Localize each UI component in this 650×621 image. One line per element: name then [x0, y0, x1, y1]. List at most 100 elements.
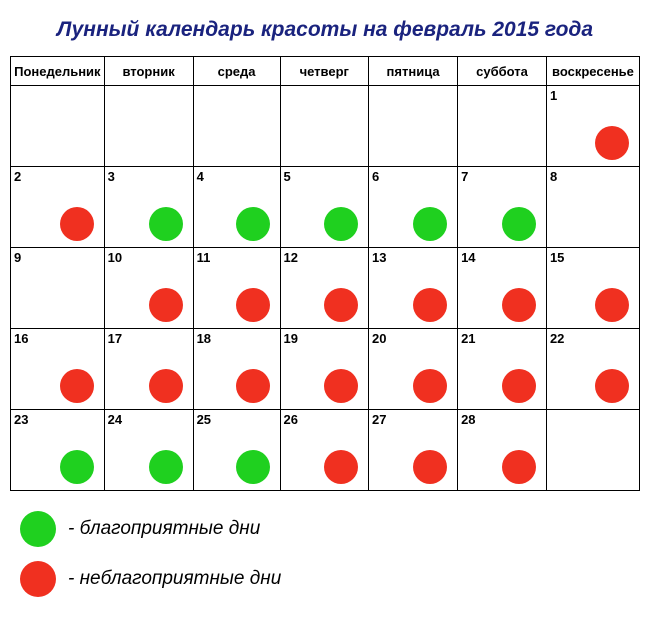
day-number: 27 [372, 412, 386, 427]
calendar-cell: 18 [193, 329, 280, 410]
day-header: суббота [458, 57, 547, 86]
calendar-cell: 16 [11, 329, 105, 410]
day-header: воскресенье [546, 57, 639, 86]
calendar-cell [369, 86, 458, 167]
calendar-table: Понедельниквторниксредачетвергпятницасуб… [10, 56, 640, 491]
day-number: 12 [284, 250, 298, 265]
calendar-cell: 13 [369, 248, 458, 329]
good-day-dot-icon [236, 450, 270, 484]
legend-label: - неблагоприятные дни [68, 568, 281, 590]
bad-day-dot-icon [413, 369, 447, 403]
day-number: 14 [461, 250, 475, 265]
calendar-cell: 8 [546, 167, 639, 248]
day-number: 24 [108, 412, 122, 427]
calendar-row: 1 [11, 86, 640, 167]
day-number: 15 [550, 250, 564, 265]
day-header: среда [193, 57, 280, 86]
calendar-cell: 23 [11, 410, 105, 491]
day-number: 2 [14, 169, 21, 184]
calendar-cell: 22 [546, 329, 639, 410]
bad-day-dot-icon [149, 369, 183, 403]
calendar-cell: 10 [104, 248, 193, 329]
calendar-cell: 5 [280, 167, 369, 248]
bad-day-dot-icon [60, 369, 94, 403]
calendar-header-row: Понедельниквторниксредачетвергпятницасуб… [11, 57, 640, 86]
calendar-body: 1234567891011121314151617181920212223242… [11, 86, 640, 491]
bad-day-dot-icon [595, 126, 629, 160]
calendar-cell: 14 [458, 248, 547, 329]
bad-day-dot-icon [324, 288, 358, 322]
calendar-cell: 15 [546, 248, 639, 329]
day-number: 3 [108, 169, 115, 184]
day-number: 13 [372, 250, 386, 265]
day-number: 22 [550, 331, 564, 346]
calendar-row: 16 17 18 19 20 21 22 [11, 329, 640, 410]
calendar-cell: 12 [280, 248, 369, 329]
day-number: 20 [372, 331, 386, 346]
day-number: 5 [284, 169, 291, 184]
legend-label: - благоприятные дни [68, 518, 260, 540]
bad-day-dot-icon [595, 369, 629, 403]
calendar-cell: 6 [369, 167, 458, 248]
bad-day-dot-icon [324, 369, 358, 403]
calendar-cell: 21 [458, 329, 547, 410]
day-number: 28 [461, 412, 475, 427]
calendar-cell [104, 86, 193, 167]
calendar-cell: 4 [193, 167, 280, 248]
calendar-cell [458, 86, 547, 167]
bad-day-dot-icon [413, 288, 447, 322]
calendar-cell: 11 [193, 248, 280, 329]
good-day-dot-icon [236, 207, 270, 241]
calendar-cell [193, 86, 280, 167]
legend-row: - неблагоприятные дни [20, 561, 640, 597]
day-number: 7 [461, 169, 468, 184]
calendar-cell: 27 [369, 410, 458, 491]
day-header: Понедельник [11, 57, 105, 86]
legend-bad-dot-icon [20, 561, 56, 597]
bad-day-dot-icon [413, 450, 447, 484]
calendar-cell [11, 86, 105, 167]
calendar-cell: 1 [546, 86, 639, 167]
day-number: 25 [197, 412, 211, 427]
day-number: 6 [372, 169, 379, 184]
calendar-cell: 25 [193, 410, 280, 491]
bad-day-dot-icon [60, 207, 94, 241]
day-number: 11 [197, 250, 211, 265]
calendar-cell: 2 [11, 167, 105, 248]
bad-day-dot-icon [595, 288, 629, 322]
calendar-cell: 17 [104, 329, 193, 410]
day-number: 23 [14, 412, 28, 427]
day-number: 16 [14, 331, 28, 346]
legend: - благоприятные дни - неблагоприятные дни [20, 511, 640, 597]
bad-day-dot-icon [324, 450, 358, 484]
day-number: 17 [108, 331, 122, 346]
legend-good-dot-icon [20, 511, 56, 547]
calendar-cell: 24 [104, 410, 193, 491]
day-number: 18 [197, 331, 211, 346]
day-header: четверг [280, 57, 369, 86]
day-header: вторник [104, 57, 193, 86]
bad-day-dot-icon [236, 369, 270, 403]
day-number: 21 [461, 331, 475, 346]
calendar-cell: 3 [104, 167, 193, 248]
calendar-row: 9101112131415 [11, 248, 640, 329]
good-day-dot-icon [60, 450, 94, 484]
legend-row: - благоприятные дни [20, 511, 640, 547]
day-number: 19 [284, 331, 298, 346]
bad-day-dot-icon [502, 369, 536, 403]
calendar-cell [280, 86, 369, 167]
good-day-dot-icon [149, 450, 183, 484]
page-title: Лунный календарь красоты на февраль 2015… [10, 18, 640, 42]
good-day-dot-icon [149, 207, 183, 241]
bad-day-dot-icon [502, 450, 536, 484]
calendar-row: 23 24 25 26 27 28 [11, 410, 640, 491]
day-header: пятница [369, 57, 458, 86]
bad-day-dot-icon [502, 288, 536, 322]
day-number: 26 [284, 412, 298, 427]
bad-day-dot-icon [149, 288, 183, 322]
calendar-cell: 26 [280, 410, 369, 491]
good-day-dot-icon [413, 207, 447, 241]
calendar-cell [546, 410, 639, 491]
day-number: 1 [550, 88, 557, 103]
calendar-row: 2 3 45 6 7 8 [11, 167, 640, 248]
